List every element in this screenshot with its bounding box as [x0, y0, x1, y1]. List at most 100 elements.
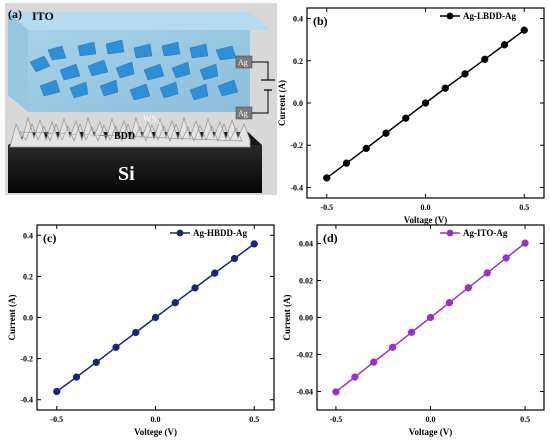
ws2-flake [143, 63, 165, 81]
panel-b-chart: -0.5 0.0 0.5 -0.4 -0.2 0.0 0.2 0.4 Voltage (V) Cu… [277, 7, 545, 225]
ws2-flake [189, 83, 209, 101]
x-tick-label: 0.0 [426, 415, 436, 424]
y-tick-label: -0.4 [290, 183, 303, 192]
bdd-label: BDD [114, 131, 135, 142]
data-point [407, 328, 416, 336]
legend-label: Ag-HBDD-Ag [193, 228, 247, 238]
data-point [211, 269, 219, 277]
panel-a-label: (a) [8, 7, 22, 21]
data-point [92, 358, 100, 366]
ito-top-face [8, 12, 270, 30]
x-tick-label: 0.0 [421, 203, 431, 212]
y-tick-label: -0.2 [20, 355, 33, 364]
data-point [421, 99, 430, 107]
data-point [426, 313, 435, 322]
x-tick-label: -0.5 [320, 203, 333, 212]
data-point [382, 129, 390, 137]
ito-side-face [8, 12, 28, 112]
data-point [483, 269, 491, 277]
ws2-flake [189, 43, 209, 59]
panel-a-schematic: (a) ITO Ag Ag WS₂ BDD Si [5, 3, 277, 195]
data-point [191, 284, 199, 292]
ws2-flake [47, 45, 67, 61]
si-label: Si [118, 163, 135, 185]
ws2-flake [115, 61, 135, 79]
x-tick-label: 0.0 [151, 415, 161, 424]
ws2-flake [161, 41, 181, 57]
ag-top-label: Ag [238, 58, 248, 67]
ws2-flake [171, 61, 191, 79]
data-point [342, 159, 351, 167]
data-point [230, 254, 239, 263]
y-tick-label: 0.00 [299, 314, 313, 323]
data-point [171, 299, 179, 307]
ws2-flake [133, 43, 153, 59]
data-point [461, 70, 469, 78]
y-tick-label: -0.2 [290, 141, 303, 150]
ws2-flake [217, 79, 239, 97]
x-tick-label: 0.5 [520, 415, 530, 424]
ws2-flake [99, 79, 119, 97]
data-point [370, 358, 378, 366]
y-axis-label: Current (A) [282, 294, 292, 340]
y-tick-label: 0.2 [23, 272, 33, 281]
y-axis-label: Current (A) [7, 294, 17, 340]
y-tick-label: 0.4 [293, 15, 303, 24]
data-point [351, 373, 359, 381]
y-tick-label: -0.4 [20, 396, 33, 405]
data-point [521, 239, 529, 247]
ws2-flake [69, 81, 89, 99]
data-point [520, 26, 528, 34]
ws2-flake [105, 39, 125, 55]
y-tick-label: 0.0 [23, 314, 33, 323]
ws2-flake [87, 59, 109, 77]
y-tick-label: -0.02 [296, 351, 313, 360]
si-substrate [8, 145, 262, 193]
panel-label: (c) [43, 231, 56, 245]
ag-bottom-label: Ag [238, 109, 248, 118]
data-point [402, 114, 410, 122]
circuit-wire [252, 61, 275, 114]
ws2-label: WS₂ [143, 114, 160, 124]
data-point [151, 313, 160, 322]
y-tick-label: 0.04 [299, 240, 313, 249]
data-point [362, 144, 370, 153]
bdd-layer [9, 116, 251, 148]
y-tick-label: 0.0 [293, 99, 303, 108]
legend-marker [446, 12, 454, 20]
bdd-facets [19, 123, 243, 142]
ws2-flake [77, 41, 97, 57]
y-tick-label: 0.02 [299, 277, 313, 286]
data-point [445, 299, 454, 307]
x-tick-label: -0.5 [50, 415, 63, 424]
y-tick-label: 0.2 [293, 57, 303, 66]
y-tick-label: -0.04 [296, 388, 313, 397]
legend-marker [176, 229, 184, 237]
ws2-flake [39, 79, 61, 97]
panel-label: (d) [323, 231, 338, 245]
ws2-flake [29, 55, 51, 73]
data-point [502, 254, 510, 262]
panel-c-chart: -0.5 0.0 0.5 -0.4 -0.2 0.0 0.2 0.4 Voltege (V) Cu… [7, 224, 275, 437]
x-axis-label: Voltege (V) [134, 427, 177, 437]
ws2-flake [159, 81, 179, 99]
panel-d-chart: -0.5 0.0 0.5 -0.04 -0.02 0.00 0.02 0.04 Voltage … [282, 224, 545, 437]
x-axis-label: Voltage (V) [409, 427, 452, 437]
x-tick-label: 0.5 [249, 415, 259, 424]
ws2-flake [59, 63, 81, 81]
data-point [53, 387, 61, 396]
data-point [112, 343, 120, 351]
legend-label: Ag-LBDD-Ag [463, 11, 516, 21]
data-point [132, 328, 140, 337]
ito-label: ITO [32, 9, 54, 23]
x-tick-label: -0.5 [330, 415, 343, 424]
data-point [481, 55, 489, 63]
data-point [441, 84, 449, 92]
ws2-flake [129, 83, 151, 101]
panel-label: (b) [313, 14, 328, 28]
ws2-flake [199, 63, 219, 81]
legend-marker [446, 229, 454, 237]
data-point [72, 373, 81, 381]
x-tick-label: 0.5 [519, 203, 529, 212]
